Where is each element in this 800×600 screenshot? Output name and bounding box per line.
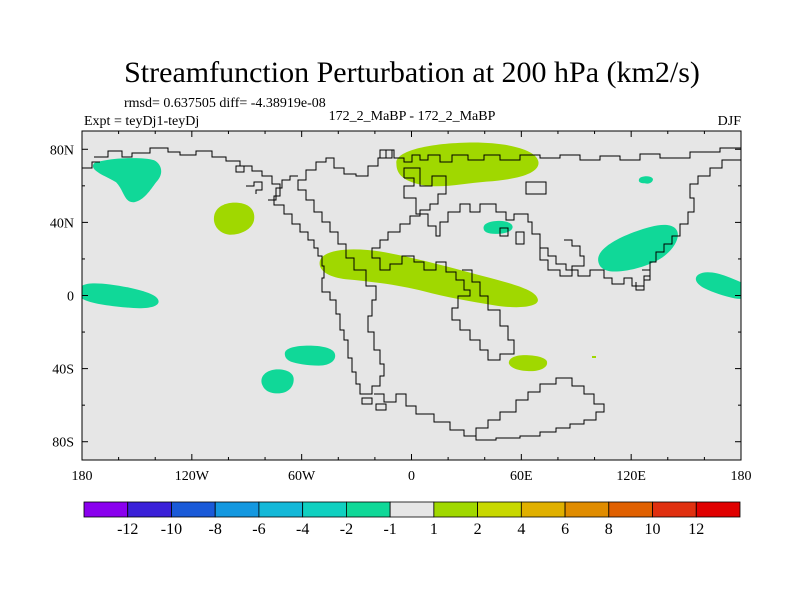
y-tick-label: 80S	[52, 436, 74, 451]
positive-anomaly	[213, 202, 255, 235]
colorbar-label: 12	[688, 521, 704, 538]
coastline-north-america	[94, 147, 741, 395]
coastline-europe	[371, 167, 515, 361]
coastline-islands	[235, 165, 263, 194]
positive-anomaly	[319, 249, 538, 308]
colorbar-box	[389, 501, 435, 518]
positive-anomaly-speck	[592, 356, 596, 358]
colorbar-label: -2	[340, 521, 353, 538]
colorbar-box	[127, 501, 172, 518]
colorbar-label: -12	[117, 521, 138, 538]
right-label: DJF	[718, 114, 742, 129]
colorbar-box	[171, 501, 216, 518]
stats-line: rmsd= 0.637505 diff= -4.38919e-08	[124, 96, 326, 111]
coastline-eurasia	[403, 159, 741, 287]
negative-anomaly	[92, 158, 162, 203]
coastline-alaska-west	[82, 161, 100, 169]
center-label: 172_2_MaBP - 172_2_MaBP	[329, 109, 496, 124]
coastline-japan	[635, 269, 651, 291]
colorbar-box	[345, 501, 391, 518]
colorbar-box	[302, 501, 347, 518]
colorbar-box	[258, 501, 304, 518]
colorbar-label: -8	[209, 521, 222, 538]
colorbar-box	[83, 501, 129, 518]
left-label: Expt = teyDj1-teyDj	[84, 114, 199, 129]
x-tick-label: 60E	[510, 469, 533, 484]
coastlines	[82, 147, 741, 441]
colorbar-box	[520, 501, 566, 518]
anomaly-layer	[82, 142, 741, 394]
negative-anomaly	[261, 369, 294, 394]
x-tick-label: 180	[72, 469, 93, 484]
colorbar-label: 10	[645, 521, 661, 538]
negative-anomaly	[638, 176, 653, 184]
negative-anomaly	[82, 283, 159, 309]
negative-anomaly	[695, 272, 741, 299]
chart-title: Streamfunction Perturbation at 200 hPa (…	[124, 56, 700, 89]
coastline-greenland	[268, 175, 298, 201]
colorbar-box	[695, 501, 741, 518]
colorbar-label: 8	[605, 521, 613, 538]
colorbar-label: 4	[517, 521, 525, 538]
negative-anomaly	[598, 224, 678, 272]
colorbar-label: -4	[296, 521, 309, 538]
colorbar-label: -6	[252, 521, 265, 538]
axis-layer: 180 120W 60W 0 60E 120E 180 80N 40N 0 40S 80S	[50, 131, 752, 484]
colorbar-box	[477, 501, 522, 518]
x-tick-label: 180	[731, 469, 752, 484]
negative-anomaly	[483, 220, 513, 234]
x-tick-label: 120E	[616, 469, 646, 484]
colorbar-label: -10	[161, 521, 182, 538]
x-tick-label: 0	[408, 469, 415, 484]
coastline-caspian	[499, 227, 525, 245]
colorbar-box	[214, 501, 260, 518]
coastline-southern	[374, 377, 605, 441]
y-tick-label: 0	[67, 290, 74, 305]
colorbar-box	[652, 501, 697, 518]
x-tick-label: 120W	[175, 469, 210, 484]
y-tick-label: 80N	[50, 143, 74, 158]
positive-anomaly	[508, 355, 548, 372]
positive-anomaly	[396, 142, 539, 187]
coastline-small-islands-south	[361, 397, 387, 411]
coastline-arctic-islands	[379, 149, 547, 195]
y-tick-label: 40S	[52, 363, 74, 378]
colorbar-label: 2	[474, 521, 482, 538]
colorbar-label: 1	[430, 521, 438, 538]
coastline-east-asia	[539, 239, 585, 277]
colorbar-label: -1	[383, 521, 396, 538]
y-tick-label: 40N	[50, 216, 74, 231]
colorbar: -12 -10 -8 -6 -4 -2 -1 1 2 4 6 8 10 12	[83, 501, 741, 538]
x-tick-label: 60W	[288, 469, 316, 484]
colorbar-box	[433, 501, 478, 518]
colorbar-box	[608, 501, 653, 518]
negative-anomaly	[284, 345, 336, 366]
colorbar-box	[564, 501, 610, 518]
colorbar-label: 6	[561, 521, 569, 538]
